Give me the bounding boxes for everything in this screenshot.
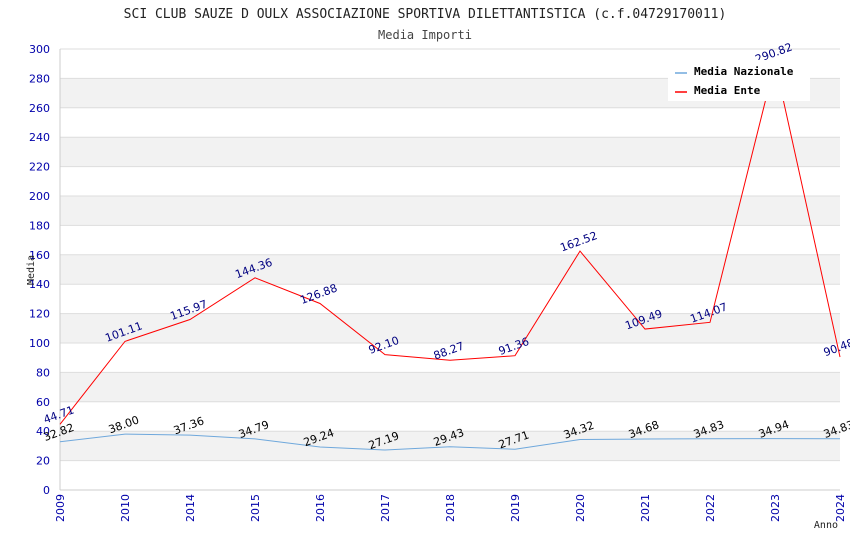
grid-band [60,196,840,226]
axes [59,49,840,491]
y-tick-label: 260 [29,102,50,115]
x-axis-title: Anno [814,520,838,531]
y-tick-label: 220 [29,161,50,174]
y-tick-labels: 0 20 40 60 80 100 120 140 160 180 200 220 240 260 280 3… [29,43,50,497]
y-tick-label: 240 [29,131,50,144]
x-tick-label: 2017 [379,494,392,522]
x-tick-label: 2021 [639,494,652,522]
y-tick-label: 280 [29,72,50,85]
legend: Media Nazionale Media Ente [668,60,810,101]
grid-band [60,254,840,285]
x-tick-label: 2016 [314,494,327,522]
y-tick-label: 60 [36,396,50,409]
x-tick-label: 2024 [834,494,847,522]
x-tick-label: 2010 [119,494,132,522]
x-tick-label: 2020 [574,494,587,522]
x-tick-label: 2019 [509,494,522,522]
plot-bands [60,78,840,461]
x-tick-label: 2009 [54,494,67,522]
legend-label-ente: Media Ente [694,84,761,97]
y-tick-label: 100 [29,337,50,350]
x-tick-label: 2022 [704,494,717,522]
chart-subtitle: Media Importi [378,28,472,42]
y-tick-label: 120 [29,308,50,321]
legend-label-nazionale: Media Nazionale [694,65,794,78]
y-tick-label: 0 [43,484,50,497]
grid-band [60,137,840,167]
y-tick-label: 160 [29,249,50,262]
x-tick-labels: 2009 2010 2014 2015 2016 2017 2018 2019 2020 2021… [54,494,847,522]
series-line-nazionale [59,433,841,451]
x-tick-label: 2018 [444,494,457,522]
y-tick-label: 180 [29,219,50,232]
x-tick-label: 2023 [769,494,782,522]
y-tick-label: 200 [29,190,50,203]
y-tick-label: 40 [36,425,50,438]
series-line-ente [59,62,841,425]
y-tick-label: 140 [29,278,50,291]
legend-box [668,60,810,101]
chart-title: SCI CLUB SAUZE D OULX ASSOCIAZIONE SPORT… [124,7,727,22]
series-lines [59,62,841,451]
grid-band [60,431,840,461]
y-tick-label: 300 [29,43,50,56]
grid-band [60,313,840,343]
y-tick-label: 80 [36,366,50,379]
data-label: 162.52 [558,229,599,254]
x-tick-label: 2014 [184,494,197,522]
x-tick-label: 2015 [249,494,262,522]
y-tick-label: 20 [36,455,50,468]
grid-band [60,372,840,402]
y-axis-title: Media [26,255,37,285]
